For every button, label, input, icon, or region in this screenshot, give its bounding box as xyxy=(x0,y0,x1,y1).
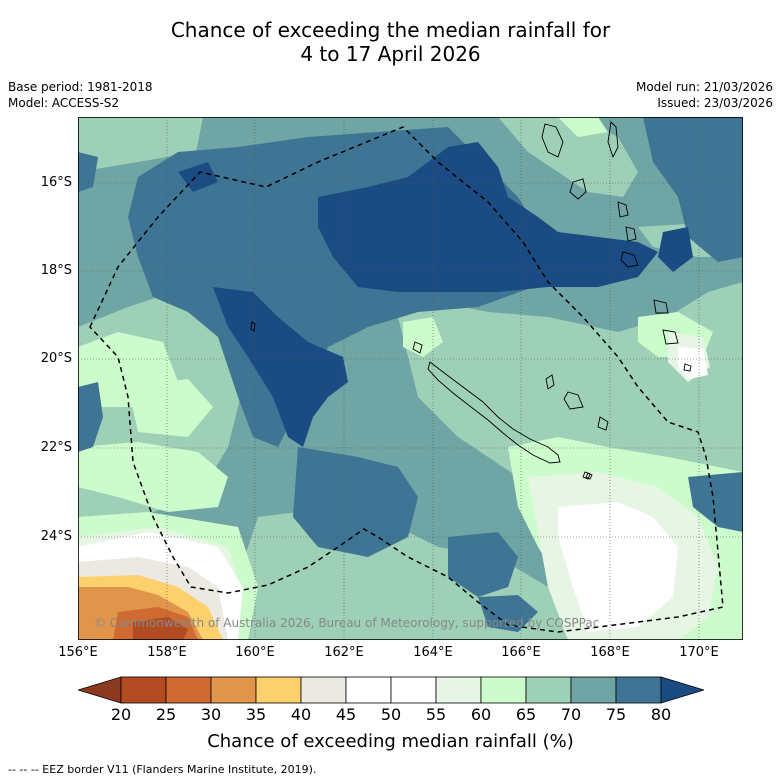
colorbar-tick: 25 xyxy=(155,705,177,724)
colorbar-tick: 50 xyxy=(380,705,402,724)
contour-75-80 xyxy=(478,595,538,632)
contour-45-55 xyxy=(558,502,678,632)
colorbar-segment xyxy=(435,676,482,704)
colorbar-segment xyxy=(210,676,257,704)
colorbar-segment xyxy=(300,676,347,704)
lon-label-166e: 166°E xyxy=(501,645,541,660)
colorbar-tick: 35 xyxy=(245,705,267,724)
lon-label-162e: 162°E xyxy=(324,645,364,660)
colorbar-segment xyxy=(120,676,167,704)
lon-label-160e: 160°E xyxy=(235,645,275,660)
meta-left: Base period: 1981-2018 Model: ACCESS-S2 xyxy=(8,79,153,111)
contour-65-70 xyxy=(498,117,638,197)
contour-60-65 xyxy=(558,117,608,137)
colorbar-tick: 75 xyxy=(605,705,627,724)
issued-date: Issued: 23/03/2026 xyxy=(657,96,773,110)
island-aneityum xyxy=(662,329,679,345)
island-matthew xyxy=(683,363,692,372)
new-caledonia-mainland xyxy=(427,361,561,464)
lat-label-20s: 20°S xyxy=(40,351,72,366)
island-erromango xyxy=(620,251,639,268)
colorbar-segment xyxy=(345,676,392,704)
lon-label-158e: 158°E xyxy=(147,645,187,660)
title-line-2: 4 to 17 April 2026 xyxy=(300,42,481,66)
colorbar-segment xyxy=(480,676,527,704)
rainfall-map: © Commonwealth of Australia 2026, Bureau… xyxy=(78,117,743,640)
lat-label-16s: 16°S xyxy=(40,175,72,190)
contour-65-70 xyxy=(78,117,203,172)
contour-75-80 xyxy=(78,152,98,192)
island-ouvea xyxy=(545,374,555,390)
map-gridlines xyxy=(78,117,743,640)
lon-label-170e: 170°E xyxy=(679,645,719,660)
meta-right: Model run: 21/03/2026 Issued: 23/03/2026 xyxy=(636,79,773,111)
island-maewo xyxy=(607,121,619,159)
island-espiritu-santo xyxy=(541,123,564,158)
island-mare xyxy=(597,416,609,431)
chart-title: Chance of exceeding the median rainfall … xyxy=(0,18,781,66)
colorbar-extension-low xyxy=(78,676,122,704)
colorbar xyxy=(78,676,704,704)
map-frame xyxy=(78,117,743,640)
contour-60-65 xyxy=(128,379,213,437)
colorbar-segment xyxy=(525,676,572,704)
base-period: Base period: 1981-2018 xyxy=(8,80,153,94)
island-tanna xyxy=(653,299,669,314)
contour-75-80 xyxy=(293,447,418,557)
colorbar-extension-high xyxy=(660,676,704,704)
colorbar-tick: 40 xyxy=(290,705,312,724)
lon-label-164e: 164°E xyxy=(413,645,453,660)
model-name: Model: ACCESS-S2 xyxy=(8,96,120,110)
island-efate xyxy=(625,226,637,242)
coastlines xyxy=(250,121,692,480)
colorbar-segment xyxy=(570,676,617,704)
contour-75-80 xyxy=(78,382,103,452)
colorbar-tick: 60 xyxy=(470,705,492,724)
lon-label-168e: 168°E xyxy=(590,645,630,660)
island-chesterfield xyxy=(250,321,256,332)
colorbar-segment xyxy=(165,676,212,704)
contour-60-65 xyxy=(78,442,228,512)
colorbar-tick: 55 xyxy=(425,705,447,724)
colorbar-tick: 30 xyxy=(200,705,222,724)
lat-label-18s: 18°S xyxy=(40,263,72,278)
contour-75-80 xyxy=(448,532,518,597)
contour-20-25 xyxy=(133,617,188,640)
model-run: Model run: 21/03/2026 xyxy=(635,80,773,94)
colorbar-segment xyxy=(255,676,302,704)
island-epi xyxy=(617,201,629,218)
eez-border xyxy=(89,126,724,633)
colorbar-tick: 20 xyxy=(110,705,132,724)
colorbar-title: Chance of exceeding median rainfall (%) xyxy=(207,731,574,752)
eez-footer-note: -- -- -- EEZ border V11 (Flanders Marine… xyxy=(8,763,317,776)
colorbar-tick: 65 xyxy=(515,705,537,724)
lon-label-156e: 156°E xyxy=(58,645,98,660)
contour-75-80 xyxy=(643,117,743,262)
lat-label-22s: 22°S xyxy=(40,440,72,455)
colorbar-tick: 70 xyxy=(560,705,582,724)
contour-above-80 xyxy=(318,142,658,292)
island-walpole xyxy=(585,472,593,480)
island-lifou xyxy=(563,391,584,410)
lat-label-24s: 24°S xyxy=(40,529,72,544)
island-belep xyxy=(412,341,423,354)
island-malekula xyxy=(569,178,587,200)
colorbar-segment xyxy=(390,676,437,704)
colorbar-tick: 80 xyxy=(650,705,672,724)
contour-75-80 xyxy=(688,472,743,532)
title-line-1: Chance of exceeding the median rainfall … xyxy=(170,18,611,42)
contour-above-80 xyxy=(658,227,693,272)
contour-45-55 xyxy=(678,347,708,379)
colorbar-tick: 45 xyxy=(335,705,357,724)
copyright-notice: © Commonwealth of Australia 2026, Bureau… xyxy=(94,616,599,630)
colorbar-segment xyxy=(615,676,662,704)
contour-above-80 xyxy=(213,287,348,447)
